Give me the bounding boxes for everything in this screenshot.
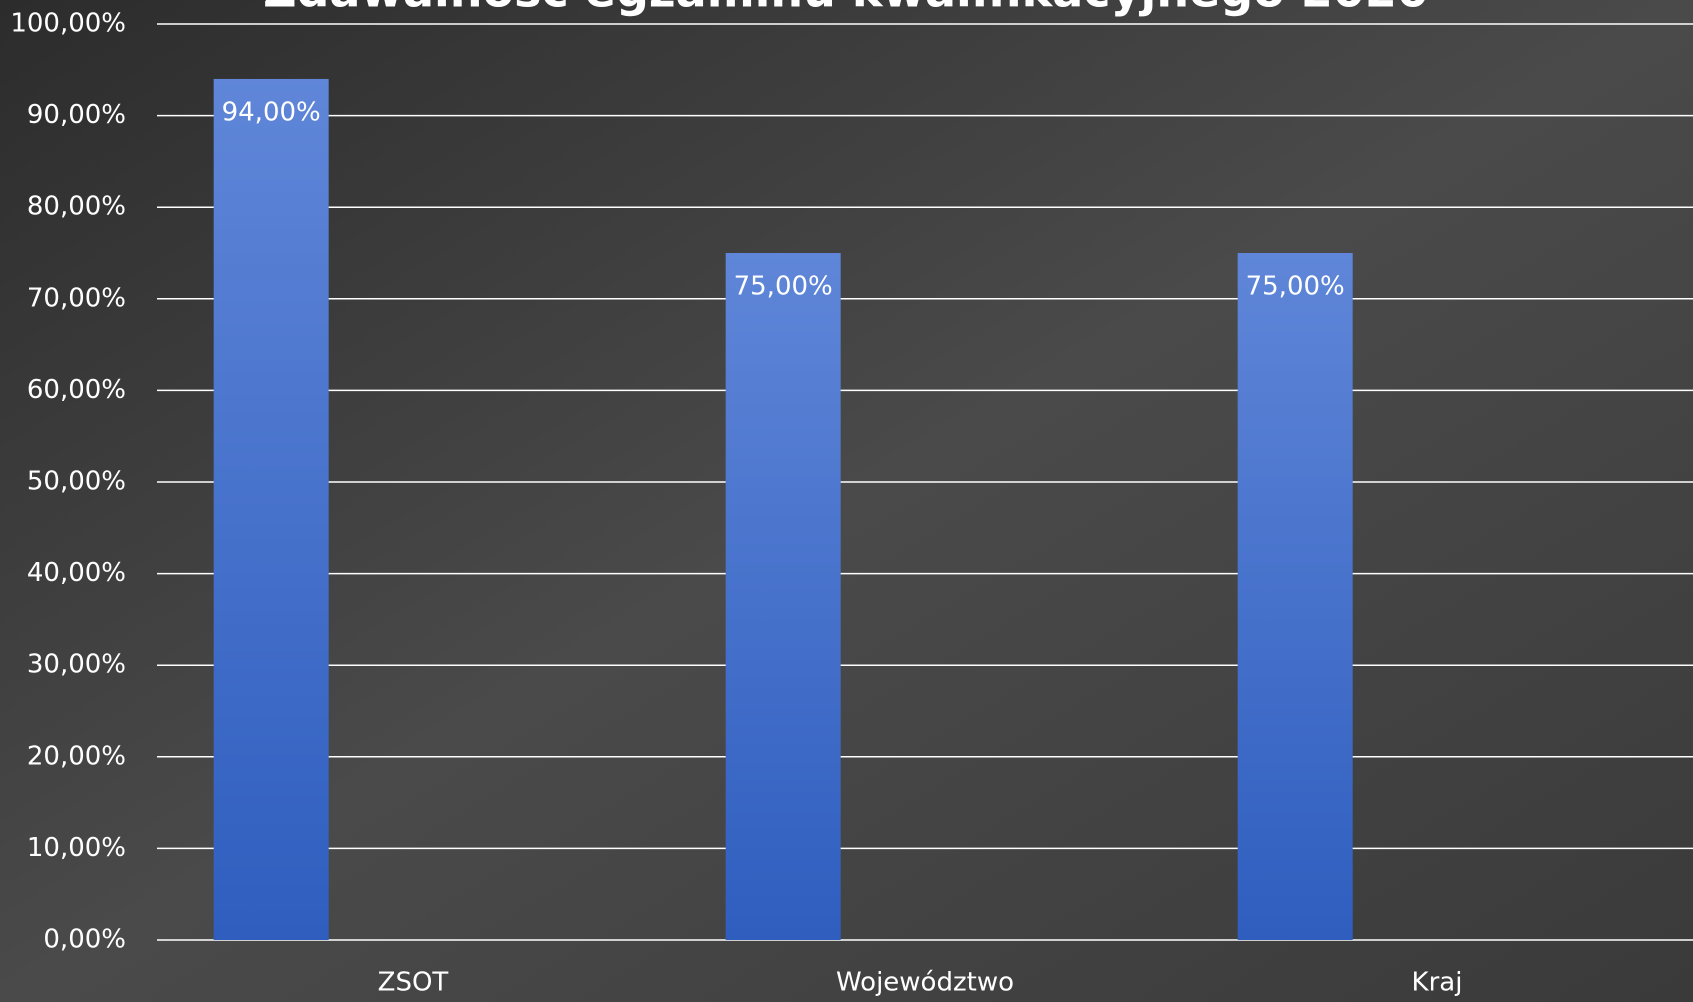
y-tick-label: 80,00% xyxy=(27,192,126,222)
y-tick-label: 90,00% xyxy=(27,100,126,130)
x-tick-label: ZSOT xyxy=(378,968,449,998)
x-tick-label: Województwo xyxy=(836,968,1014,998)
y-tick-label: 10,00% xyxy=(27,833,126,863)
bar xyxy=(725,253,841,940)
bar xyxy=(1237,253,1353,940)
y-tick-label: 60,00% xyxy=(27,375,126,405)
y-tick-label: 40,00% xyxy=(27,558,126,588)
value-label: 75,00% xyxy=(734,272,833,302)
y-tick-label: 50,00% xyxy=(27,467,126,497)
value-label: 75,00% xyxy=(1246,272,1345,302)
value-label: 94,00% xyxy=(222,97,321,127)
y-tick-label: 30,00% xyxy=(27,650,126,680)
y-tick-label: 70,00% xyxy=(27,283,126,313)
y-tick-label: 0,00% xyxy=(43,925,126,955)
y-tick-label: 100,00% xyxy=(10,9,126,39)
chart-title: Zdawalność egzaminu kwalifikacyjnego 202… xyxy=(263,0,1429,18)
y-tick-label: 20,00% xyxy=(27,741,126,771)
bar xyxy=(213,78,329,940)
x-tick-label: Kraj xyxy=(1412,968,1463,998)
